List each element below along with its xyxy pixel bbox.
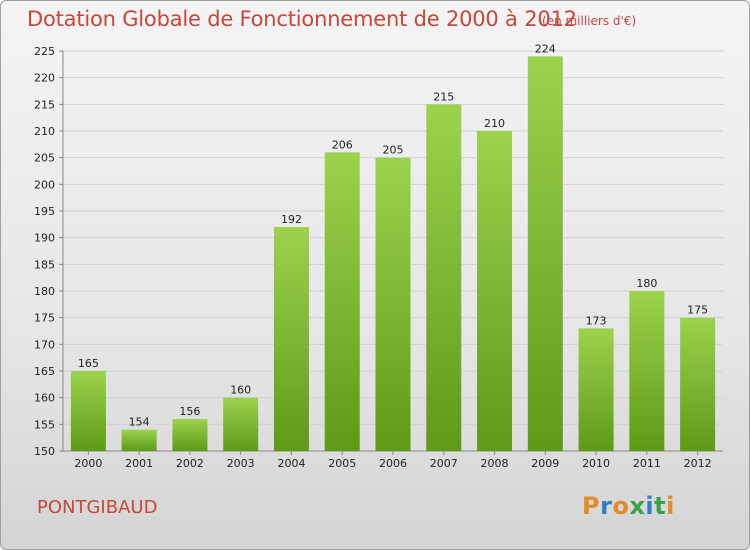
y-tick-label: 180	[34, 285, 55, 298]
bar	[121, 429, 157, 451]
y-tick-label: 200	[34, 178, 55, 191]
value-label: 224	[535, 42, 556, 55]
y-tick-label: 220	[34, 72, 55, 85]
bar	[172, 419, 208, 451]
bar	[426, 104, 462, 451]
logo-letter: o	[612, 492, 630, 520]
x-tick-label: 2002	[176, 457, 204, 470]
bar	[629, 291, 665, 451]
x-tick-labels: 2000 2001 2002 2003 2004 2005 2006 2007 2008 2009…	[74, 457, 711, 470]
proxiti-logo: Proxiti	[582, 492, 675, 520]
value-label: 205	[383, 144, 404, 157]
x-tick-label: 2003	[227, 457, 255, 470]
y-tick-label: 165	[34, 365, 55, 378]
y-tick-label: 185	[34, 258, 55, 271]
bar	[70, 371, 106, 451]
value-label: 154	[129, 416, 150, 429]
x-tick-label: 2011	[633, 457, 661, 470]
x-tick-label: 2008	[481, 457, 509, 470]
logo-letter: t	[654, 492, 667, 520]
y-tick-labels: 150 155 160 165 170 175 180 185 190 195 200 205 210 2…	[34, 45, 55, 458]
y-tick-label: 195	[34, 205, 55, 218]
value-labels: 165 154 156 160 192 206 205 215 210 224 173 180 175	[78, 42, 708, 428]
y-tick-label: 190	[34, 232, 55, 245]
y-tick-label: 175	[34, 312, 55, 325]
y-tick-label: 150	[34, 445, 55, 458]
logo-letter: P	[582, 492, 601, 520]
logo-letter: i	[645, 492, 655, 520]
x-tick-label: 2004	[277, 457, 305, 470]
x-tick-label: 2007	[430, 457, 458, 470]
value-label: 180	[636, 277, 657, 290]
commune-name: PONTGIBAUD	[37, 497, 158, 518]
bar	[578, 328, 614, 451]
y-tick-label: 225	[34, 45, 55, 58]
chart-title: Dotation Globale de Fonctionnement de 20…	[27, 7, 577, 31]
x-tick-label: 2009	[531, 457, 559, 470]
y-tick-label: 205	[34, 152, 55, 165]
logo-letter: r	[600, 492, 613, 520]
value-label: 206	[332, 138, 353, 151]
value-label: 210	[484, 117, 505, 130]
value-label: 175	[687, 304, 708, 317]
value-label: 156	[179, 405, 200, 418]
bar	[223, 397, 259, 451]
y-tick-label: 215	[34, 98, 55, 111]
x-tick-label: 2005	[328, 457, 356, 470]
y-tick-label: 210	[34, 125, 55, 138]
x-tick-label: 2001	[125, 457, 153, 470]
y-tick-label: 160	[34, 392, 55, 405]
value-label: 192	[281, 213, 302, 226]
value-label: 165	[78, 357, 99, 370]
x-tick-label: 2006	[379, 457, 407, 470]
bars	[70, 56, 716, 452]
x-tick-label: 2010	[582, 457, 610, 470]
bar	[527, 56, 563, 451]
value-label: 160	[230, 384, 251, 397]
bar	[680, 317, 716, 451]
y-tick-label: 155	[34, 418, 55, 431]
x-tick-label: 2000	[74, 457, 102, 470]
logo-letter: i	[666, 492, 675, 520]
value-label: 173	[586, 314, 607, 327]
bar	[324, 152, 360, 452]
bar	[477, 131, 513, 451]
y-tick-label: 170	[34, 338, 55, 351]
logo-letter: x	[629, 492, 646, 520]
bar	[273, 227, 309, 451]
value-label: 215	[433, 90, 454, 103]
bar	[375, 157, 411, 451]
chart-subtitle: (en milliers d'€)	[542, 14, 637, 28]
x-tick-label: 2012	[684, 457, 712, 470]
